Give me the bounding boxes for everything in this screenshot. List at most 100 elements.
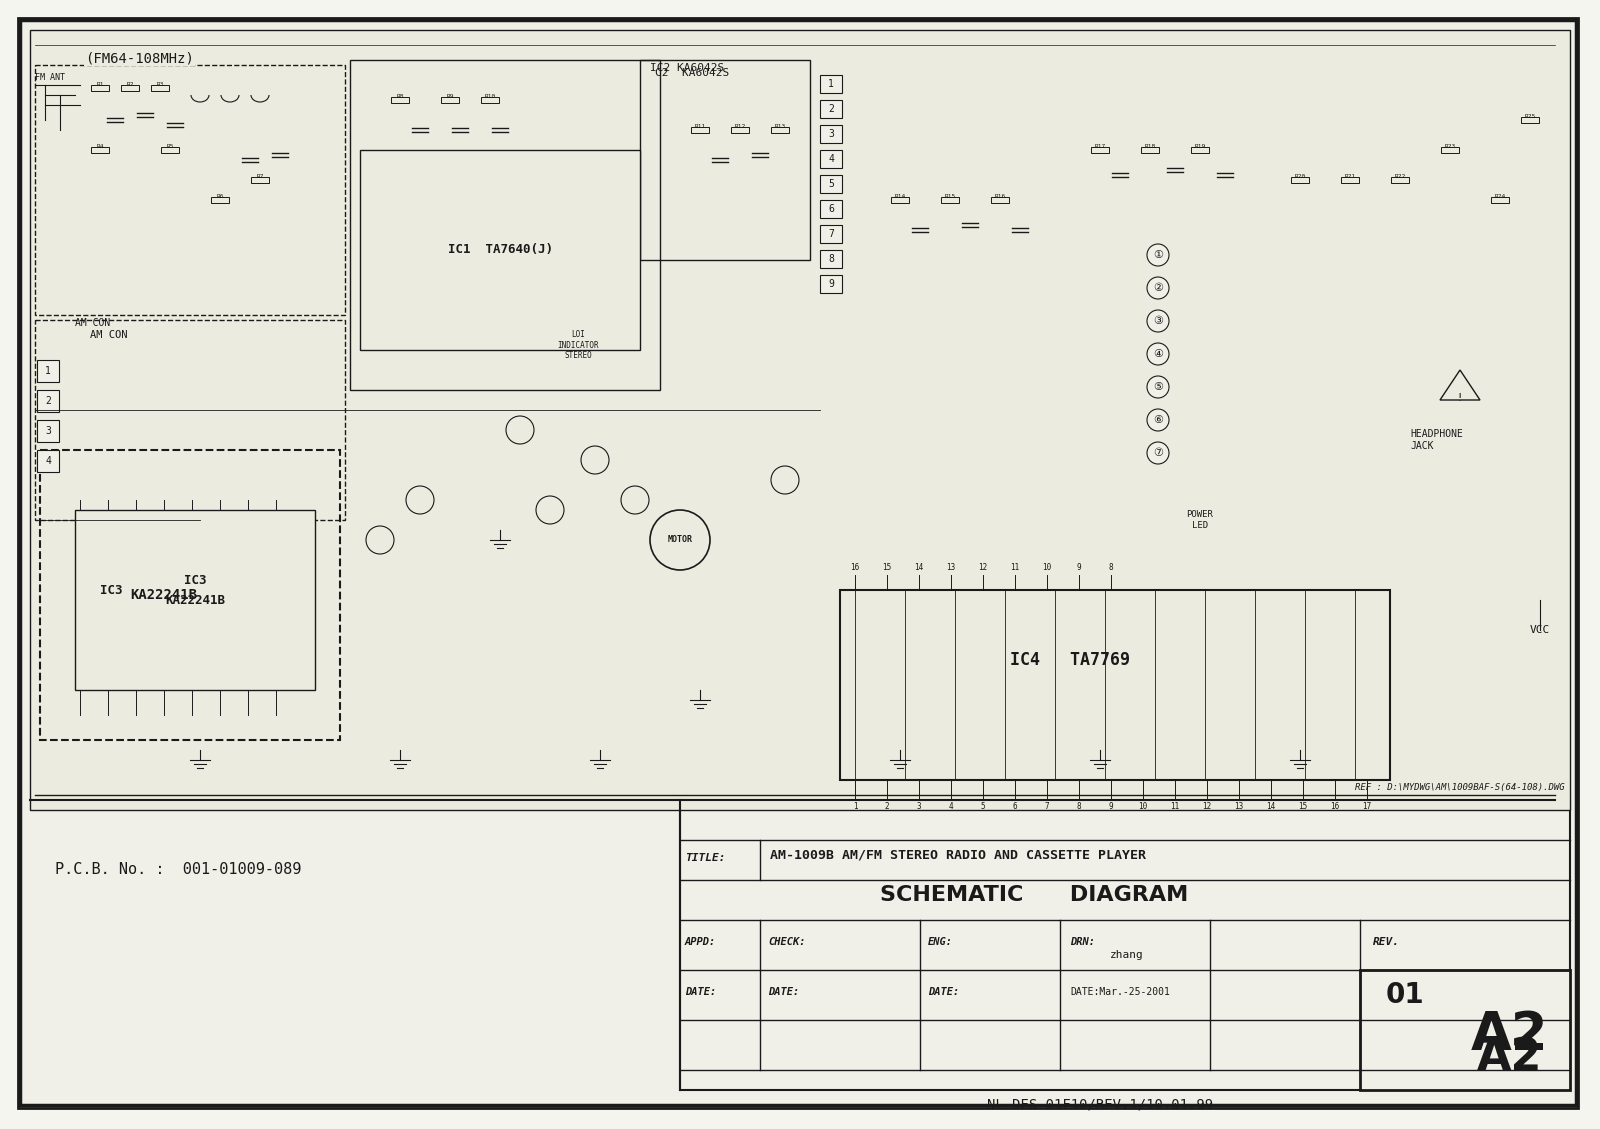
- Bar: [37, 390, 59, 412]
- Bar: [150, 85, 170, 91]
- Text: 12: 12: [1202, 802, 1211, 811]
- Text: 6: 6: [829, 204, 834, 215]
- Text: R14: R14: [894, 194, 906, 199]
- Text: 5: 5: [829, 180, 834, 189]
- Text: R21: R21: [1344, 174, 1355, 180]
- Circle shape: [771, 466, 798, 495]
- Text: ②: ②: [1154, 283, 1163, 294]
- Text: AM CON: AM CON: [90, 330, 128, 340]
- Bar: [442, 97, 459, 103]
- Text: CHECK:: CHECK:: [768, 937, 805, 947]
- Text: 1: 1: [829, 79, 834, 89]
- Text: 16: 16: [850, 563, 859, 572]
- Text: 2: 2: [885, 802, 890, 811]
- Bar: [91, 85, 109, 91]
- Text: ⑥: ⑥: [1154, 415, 1163, 425]
- Circle shape: [581, 446, 610, 474]
- Bar: [891, 196, 909, 203]
- Bar: [819, 200, 842, 218]
- Circle shape: [650, 510, 710, 570]
- Text: DATE:Mar.-25-2001: DATE:Mar.-25-2001: [1070, 987, 1170, 997]
- Circle shape: [1147, 441, 1170, 464]
- Bar: [482, 97, 499, 103]
- Text: 6: 6: [1013, 802, 1018, 811]
- Text: R6: R6: [216, 194, 224, 199]
- Bar: [1522, 117, 1539, 123]
- Text: 8: 8: [829, 254, 834, 264]
- Text: (FM64-108MHz): (FM64-108MHz): [85, 51, 194, 65]
- Text: NL-DES-01F10/REV.1/10.01.99: NL-DES-01F10/REV.1/10.01.99: [987, 1099, 1213, 1112]
- Text: R8: R8: [397, 94, 403, 99]
- Text: R1: R1: [96, 82, 104, 87]
- Text: R11: R11: [694, 124, 706, 129]
- Text: 9: 9: [1077, 563, 1082, 572]
- Bar: [251, 177, 269, 183]
- Bar: [211, 196, 229, 203]
- Bar: [990, 196, 1010, 203]
- Text: !: !: [1458, 393, 1462, 403]
- Text: 9: 9: [1109, 802, 1114, 811]
- Bar: [91, 147, 109, 154]
- Text: R15: R15: [944, 194, 955, 199]
- Text: REV.: REV.: [1373, 937, 1400, 947]
- Bar: [1341, 177, 1358, 183]
- Text: R24: R24: [1494, 194, 1506, 199]
- Text: IC1  TA7640(J): IC1 TA7640(J): [448, 244, 552, 256]
- Text: 1: 1: [853, 802, 858, 811]
- Text: POWER
LED: POWER LED: [1187, 510, 1213, 530]
- Text: DATE:: DATE:: [685, 987, 717, 997]
- Bar: [819, 275, 842, 294]
- Bar: [640, 60, 810, 260]
- Text: IC4   TA7769: IC4 TA7769: [1010, 651, 1130, 669]
- Text: 11: 11: [1170, 802, 1179, 811]
- Text: 2: 2: [829, 104, 834, 114]
- Bar: [1365, 1019, 1570, 1070]
- Text: IC2 KA6042S: IC2 KA6042S: [650, 63, 725, 73]
- Text: LOI
INDICATOR
STEREO: LOI INDICATOR STEREO: [557, 330, 598, 360]
- Text: DATE:: DATE:: [928, 987, 960, 997]
- Text: R5: R5: [166, 145, 174, 149]
- Text: R9: R9: [446, 94, 454, 99]
- Text: 16: 16: [1330, 802, 1339, 811]
- Circle shape: [1147, 409, 1170, 431]
- Text: R17: R17: [1094, 145, 1106, 149]
- Circle shape: [1147, 277, 1170, 299]
- Circle shape: [1147, 376, 1170, 399]
- Bar: [1491, 196, 1509, 203]
- Bar: [1360, 970, 1570, 1089]
- Bar: [819, 150, 842, 168]
- Text: 10: 10: [1138, 802, 1147, 811]
- Bar: [819, 125, 842, 143]
- Text: 15: 15: [882, 563, 891, 572]
- Text: ①: ①: [1154, 250, 1163, 260]
- Text: zhang: zhang: [1110, 949, 1144, 960]
- Text: ③: ③: [1154, 316, 1163, 326]
- Text: APPD:: APPD:: [685, 937, 717, 947]
- Text: 11: 11: [1010, 563, 1019, 572]
- Circle shape: [406, 485, 434, 514]
- Text: ⑤: ⑤: [1154, 382, 1163, 392]
- Text: AM CON: AM CON: [75, 318, 110, 329]
- Bar: [37, 450, 59, 472]
- Text: A2: A2: [1470, 1009, 1549, 1061]
- Text: R12: R12: [734, 124, 746, 129]
- Text: DRN:: DRN:: [1070, 937, 1094, 947]
- Text: 3: 3: [917, 802, 922, 811]
- Text: AM-1009B AM/FM STEREO RADIO AND CASSETTE PLAYER: AM-1009B AM/FM STEREO RADIO AND CASSETTE…: [770, 849, 1146, 861]
- Text: IC3: IC3: [184, 574, 206, 586]
- Bar: [390, 97, 410, 103]
- Circle shape: [536, 496, 563, 524]
- Bar: [30, 30, 1570, 809]
- Circle shape: [366, 526, 394, 554]
- Text: FM ANT: FM ANT: [35, 73, 66, 82]
- Text: A2: A2: [1477, 1036, 1542, 1079]
- Text: 13: 13: [1234, 802, 1243, 811]
- Bar: [1091, 147, 1109, 154]
- Circle shape: [506, 415, 534, 444]
- Bar: [75, 510, 315, 690]
- Bar: [1442, 147, 1459, 154]
- Text: 1: 1: [45, 366, 51, 376]
- Text: VCC: VCC: [1530, 625, 1550, 634]
- Text: R10: R10: [485, 94, 496, 99]
- Text: HEADPHONE
JACK: HEADPHONE JACK: [1410, 429, 1462, 450]
